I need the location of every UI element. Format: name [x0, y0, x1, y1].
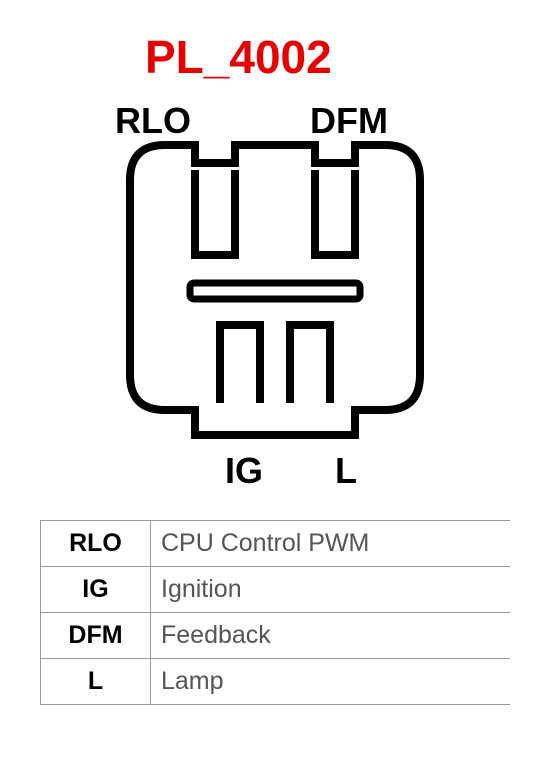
legend-abbr: RLO [41, 521, 151, 567]
pin-legend-table: RLO CPU Control PWM IG Ignition DFM Feed… [40, 520, 510, 705]
legend-abbr: L [41, 659, 151, 705]
pin-label-l: L [335, 450, 357, 492]
legend-desc: Feedback [151, 613, 511, 659]
table-row: L Lamp [41, 659, 511, 705]
table-row: DFM Feedback [41, 613, 511, 659]
center-slot [190, 283, 360, 299]
pin-label-ig: IG [225, 450, 263, 492]
legend-abbr: IG [41, 567, 151, 613]
legend-desc: CPU Control PWM [151, 521, 511, 567]
legend-desc: Ignition [151, 567, 511, 613]
legend-desc: Lamp [151, 659, 511, 705]
legend-body: RLO CPU Control PWM IG Ignition DFM Feed… [41, 521, 511, 705]
table-row: IG Ignition [41, 567, 511, 613]
table-row: RLO CPU Control PWM [41, 521, 511, 567]
connector-diagram [120, 135, 430, 445]
legend-abbr: DFM [41, 613, 151, 659]
part-number-title: PL_4002 [145, 30, 332, 84]
